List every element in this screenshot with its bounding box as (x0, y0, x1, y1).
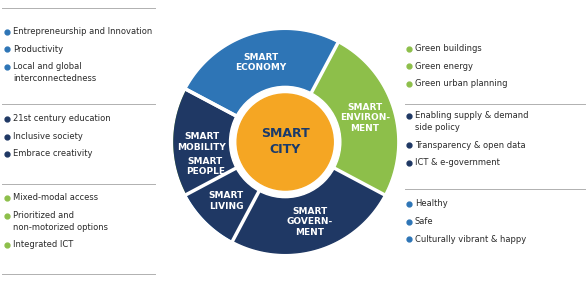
Polygon shape (174, 90, 236, 194)
Text: Culturally vibrant & happy: Culturally vibrant & happy (415, 235, 526, 243)
Text: ICT & e-government: ICT & e-government (415, 158, 500, 167)
Text: SMART
PEOPLE: SMART PEOPLE (186, 157, 225, 176)
Text: Integrated ICT: Integrated ICT (13, 240, 74, 249)
Text: SMART
GOVERN-
MENT: SMART GOVERN- MENT (286, 207, 333, 237)
Text: Embrace creativity: Embrace creativity (13, 149, 92, 158)
Text: Mixed-modal access: Mixed-modal access (13, 193, 98, 202)
Text: Safe: Safe (415, 217, 433, 226)
Text: Prioritized and: Prioritized and (13, 211, 74, 220)
Text: SMART
ECONOMY: SMART ECONOMY (235, 53, 286, 72)
Circle shape (229, 86, 341, 198)
Text: SMART
LIVING: SMART LIVING (209, 191, 244, 211)
Text: SMART
CITY: SMART CITY (261, 128, 309, 156)
Text: Green urban planning: Green urban planning (415, 80, 507, 89)
Text: Enabling supply & demand: Enabling supply & demand (415, 112, 529, 120)
Text: Transparency & open data: Transparency & open data (415, 141, 526, 149)
Text: Green energy: Green energy (415, 62, 473, 71)
Circle shape (237, 94, 333, 190)
Text: Local and global: Local and global (13, 62, 82, 72)
Text: non-motorized options: non-motorized options (13, 222, 108, 231)
Polygon shape (311, 44, 396, 194)
Polygon shape (174, 90, 259, 240)
Text: Healthy: Healthy (415, 199, 447, 208)
Polygon shape (233, 168, 383, 253)
Text: Inclusive society: Inclusive society (13, 132, 83, 141)
Text: Entrepreneurship and Innovation: Entrepreneurship and Innovation (13, 28, 152, 37)
Text: 21st century education: 21st century education (13, 114, 111, 124)
Text: SMART
MOBILITY: SMART MOBILITY (178, 132, 226, 152)
Polygon shape (187, 168, 259, 240)
Polygon shape (187, 31, 338, 116)
Text: SMART
ENVIRON-
MENT: SMART ENVIRON- MENT (340, 103, 390, 133)
Text: interconnectedness: interconnectedness (13, 74, 96, 83)
Text: Productivity: Productivity (13, 45, 63, 54)
Text: Green buildings: Green buildings (415, 45, 482, 53)
Text: side policy: side policy (415, 123, 460, 132)
